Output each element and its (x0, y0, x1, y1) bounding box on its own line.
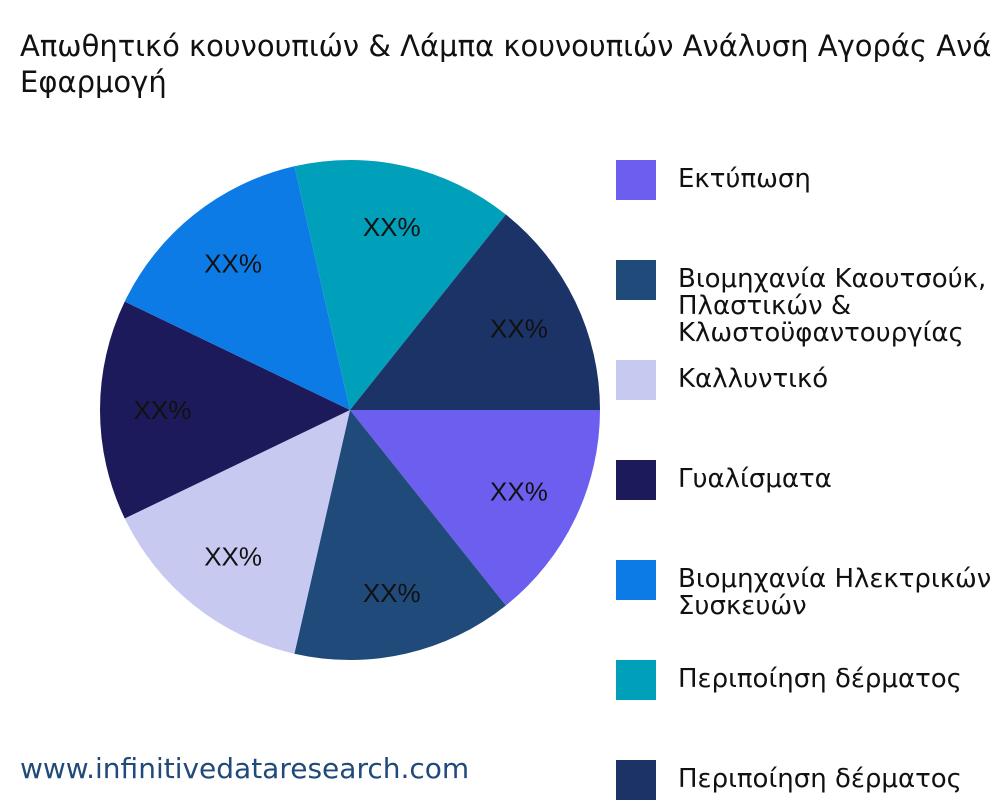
pie-slice (350, 410, 600, 606)
legend-swatch (616, 460, 656, 500)
slice-label: XX% (134, 395, 192, 425)
legend-item: Βιομηχανία Ηλεκτρικών Συσκευών (616, 560, 1000, 620)
slice-label: XX% (490, 476, 548, 506)
pie-slice (350, 214, 600, 410)
legend-item: Καλλυντικό (616, 360, 1000, 400)
slice-label: XX% (490, 314, 548, 344)
legend-item: Περιποίηση δέρματος (616, 660, 1000, 700)
legend-swatch (616, 360, 656, 400)
slice-label: XX% (363, 212, 421, 242)
legend-label: Εκτύπωση (678, 164, 811, 194)
legend-label: Καλλυντικό (678, 364, 829, 394)
legend-item: Βιομηχανία Καουτσούκ, Πλαστικών & Κλωστο… (616, 260, 1000, 347)
chart-title: Απωθητικό κουνουπιών & Λάμπα κουνουπιών … (20, 29, 992, 99)
pie-slice (124, 410, 350, 654)
legend-swatch (616, 660, 656, 700)
legend-label: Βιομηχανία Ηλεκτρικών Συσκευών (678, 564, 992, 620)
slice-label: XX% (204, 248, 262, 278)
pie-slice (124, 166, 350, 410)
legend-label: Γυαλίσματα (678, 464, 832, 494)
slice-label: XX% (204, 542, 262, 572)
pie-slice (294, 410, 506, 661)
legend-swatch (616, 560, 656, 600)
legend-item: Γυαλίσματα (616, 460, 1000, 500)
legend-label: Περιποίηση δέρματος (678, 764, 962, 794)
legend-item: Εκτύπωση (616, 160, 1000, 200)
legend-swatch (616, 160, 656, 200)
legend-label: Περιποίηση δέρματος (678, 664, 962, 694)
legend-swatch (616, 260, 656, 300)
slice-label: XX% (363, 578, 421, 608)
watermark: www.infinitivedataresearch.com (20, 752, 470, 785)
legend-item: Περιποίηση δέρματος (616, 760, 1000, 800)
legend-label: Βιομηχανία Καουτσούκ, Πλαστικών & Κλωστο… (678, 264, 987, 347)
pie-slice (294, 159, 506, 410)
legend-swatch (616, 760, 656, 800)
pie-slice (100, 301, 350, 519)
